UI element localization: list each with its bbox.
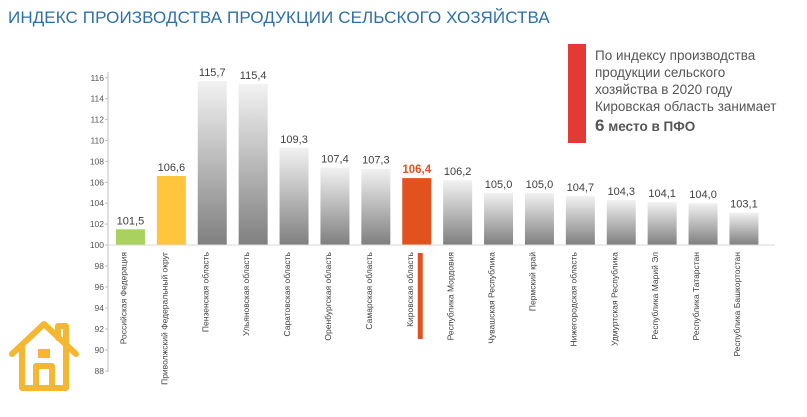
bar-value-label: 107,3 (362, 155, 390, 167)
y-tick-label: 110 (90, 136, 104, 146)
category-label: Оренбургская область (323, 251, 333, 340)
bar (524, 192, 554, 245)
category-label: Удмуртская Республика (609, 252, 619, 346)
bar (238, 84, 268, 245)
category-label: Самарская область (364, 251, 374, 329)
bar-value-label: 115,7 (199, 67, 226, 79)
house-icon (9, 321, 79, 391)
y-tick-label: 96 (95, 282, 105, 292)
bar (443, 180, 473, 245)
bar-value-label: 105,0 (526, 179, 554, 191)
rank-number: 6 (595, 116, 605, 135)
y-tick-label: 112 (90, 115, 104, 125)
category-label: Республика Мордовия (446, 252, 456, 341)
y-tick-label: 106 (90, 177, 104, 187)
bar (729, 212, 759, 245)
y-tick-label: 90 (95, 345, 105, 355)
highlight-marker (417, 253, 423, 339)
bar-value-label: 107,4 (321, 154, 349, 166)
bar (279, 147, 309, 245)
bar (115, 229, 145, 245)
bar (484, 192, 514, 245)
y-tick-label: 104 (90, 198, 104, 208)
y-tick-label: 88 (95, 366, 105, 376)
category-label: Республика Марий Эл (650, 252, 660, 340)
chart-title: ИНДЕКС ПРОИЗВОДСТВА ПРОДУКЦИИ СЕЛЬСКОГО … (8, 8, 550, 27)
y-tick-label: 114 (90, 94, 104, 104)
category-label: Пензенская область (200, 251, 210, 332)
bar (320, 167, 350, 245)
note-line-1: По индексу производства (595, 48, 756, 63)
category-label: Приволжский Федеральный округ (159, 252, 169, 385)
rank-note: По индексу производства продукции сельск… (595, 47, 800, 135)
note-line-2: продукции сельского (595, 65, 726, 80)
bar-value-label: 115,4 (240, 70, 267, 82)
rank-text: место в ПФО (604, 119, 696, 134)
bar-value-label: 109,3 (280, 134, 308, 146)
category-label: Кировская область (405, 251, 415, 326)
category-label: Саратовская область (282, 251, 292, 336)
category-label: Чувашская Республика (487, 252, 497, 344)
bar (565, 195, 595, 245)
y-tick-label: 92 (95, 324, 105, 334)
bar (402, 178, 432, 245)
bar-value-label: 106,6 (158, 162, 186, 174)
bar-value-label: 106,4 (402, 164, 431, 176)
bar-value-label: 104,3 (607, 186, 635, 198)
y-tick-label: 94 (95, 303, 105, 313)
bar (361, 168, 391, 245)
category-label: Пермский край (527, 252, 537, 311)
bar-value-label: 103,1 (730, 199, 758, 211)
category-label: Республика Башкортостан (732, 252, 742, 357)
bar-value-label: 101,5 (117, 215, 145, 227)
bar-value-label: 104,0 (689, 189, 717, 201)
bar-value-label: 104,7 (567, 182, 595, 194)
bar (156, 176, 186, 245)
bar-value-label: 104,1 (648, 188, 676, 200)
category-label: Ульяновская область (241, 251, 251, 336)
y-tick-label: 100 (90, 240, 104, 250)
bar-value-label: 105,0 (485, 179, 513, 191)
rank-statement: 6 место в ПФО (595, 117, 800, 135)
note-accent-bar (568, 44, 586, 143)
y-tick-label: 108 (90, 156, 104, 166)
y-tick-label: 116 (90, 73, 104, 83)
bar (647, 202, 677, 245)
bar (688, 203, 718, 245)
category-label: Российская Федерация (118, 252, 128, 345)
y-tick-label: 102 (90, 219, 104, 229)
bar-value-label: 106,2 (444, 166, 472, 178)
bar (197, 80, 227, 245)
bar (606, 200, 636, 245)
note-line-3: хозяйства в 2020 году (595, 82, 733, 97)
y-tick-label: 98 (95, 261, 105, 271)
category-label: Нижегородская область (568, 251, 578, 346)
note-line-4: Кировская область занимает (595, 99, 777, 114)
category-label: Республика Татарстан (691, 252, 701, 341)
